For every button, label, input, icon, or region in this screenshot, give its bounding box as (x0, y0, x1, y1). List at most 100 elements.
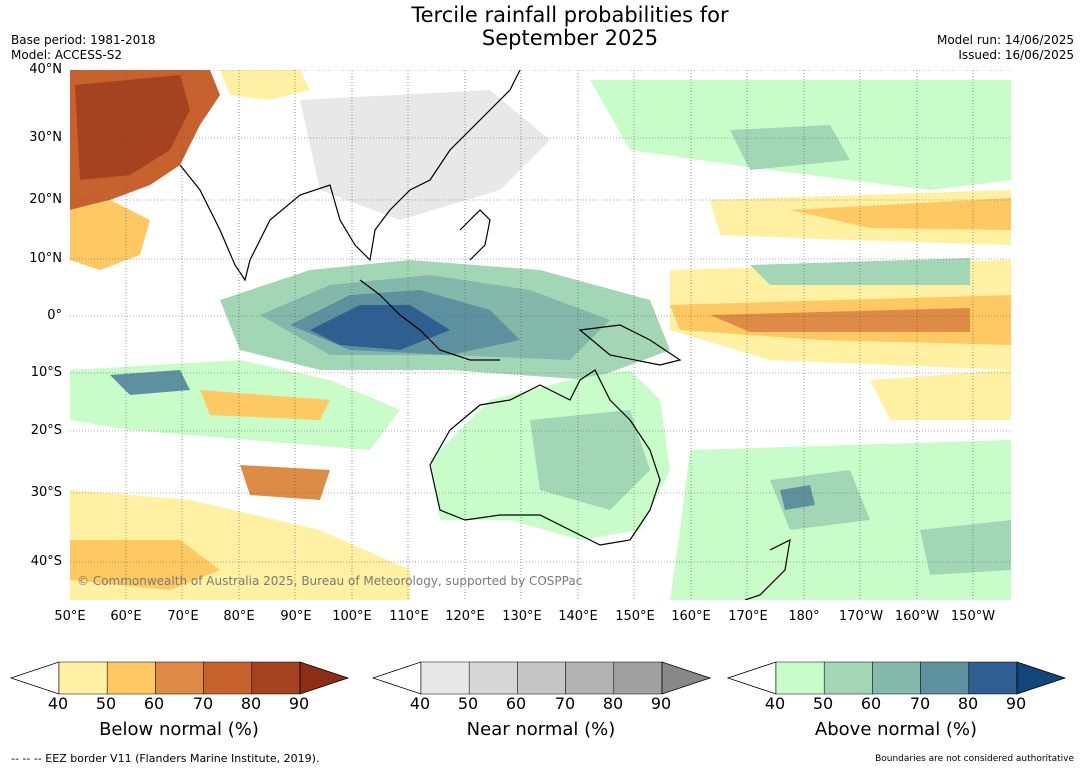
cbar-near-tick: 40 (409, 694, 431, 713)
cbar-near-tick: 70 (554, 694, 576, 713)
colorbar-below (9, 661, 350, 695)
colorbar-above (726, 661, 1067, 695)
map-title: Tercile rainfall probabilities for Septe… (411, 3, 729, 50)
colorbar-near-segment (613, 661, 663, 695)
cbar-above-tick: 60 (860, 694, 882, 713)
lat-label: 30°N (29, 130, 62, 145)
lat-label: 40°S (30, 554, 62, 569)
lon-label: 150°W (950, 609, 996, 624)
colorbar-near-under-triangle (371, 661, 422, 695)
colorbar-above-over-triangle (1016, 661, 1067, 695)
cbar-above-tick: 50 (812, 694, 834, 713)
cbar-above-tick: 40 (764, 694, 786, 713)
lon-label: 150°E (615, 609, 655, 624)
colorbar-above-segment (968, 661, 1018, 695)
boundaries-note: Boundaries are not considered authoritat… (875, 754, 1074, 764)
lon-label: 90°E (280, 609, 312, 624)
copyright-notice: © Commonwealth of Australia 2025, Bureau… (77, 574, 583, 588)
cbar-below-tick: 70 (192, 694, 214, 713)
cbar-below-tick: 80 (240, 694, 262, 713)
colorbar-near-segment (468, 661, 518, 695)
cbar-below-tick: 60 (143, 694, 165, 713)
lat-label: 0° (47, 308, 62, 323)
issued-label: Issued: 16/06/2025 (958, 48, 1074, 62)
colorbar-above-under-triangle (726, 661, 777, 695)
lon-label: 70°E (167, 609, 199, 624)
cbar-near-tick: 60 (505, 694, 527, 713)
above-normal-core-australia (530, 410, 650, 510)
cbar-below-tick: 50 (95, 694, 117, 713)
colorbar-near-segment (420, 661, 470, 695)
lon-label: 50°E (54, 609, 86, 624)
model-run-label: Model run: 14/06/2025 (936, 33, 1074, 47)
cbar-below-tick: 90 (288, 694, 310, 713)
below-normal-streak-south-indian (200, 390, 330, 420)
base-period-label: Base period: 1981-2018 (11, 33, 156, 47)
colorbars-legend (9, 661, 1067, 695)
colorbar-above-segment (823, 661, 873, 695)
cbar-below-title: Below normal (%) (99, 719, 259, 740)
cbar-above-tick: 70 (909, 694, 931, 713)
above-normal-patch-south-pacific (770, 470, 870, 530)
cbar-below-tick: 40 (47, 694, 69, 713)
coastline-philippines (459, 209, 491, 261)
lat-label: 30°S (30, 485, 62, 500)
coastline-sumatra-java (359, 279, 500, 361)
lat-label: 10°S (30, 365, 62, 380)
coastlines (179, 70, 791, 600)
lon-label: 60°E (110, 609, 142, 624)
colorbar-above-segment (920, 661, 970, 695)
lon-label: 130°E (502, 609, 542, 624)
below-normal-core-northwest (75, 75, 190, 180)
cbar-near-tick: 50 (457, 694, 479, 713)
colorbar-near-segment (517, 661, 566, 695)
below-normal-patch-south-pacific (870, 370, 1011, 420)
colorbar-below-segment (203, 661, 253, 695)
lon-label: 140°E (558, 609, 598, 624)
colorbar-below-segment (58, 661, 108, 695)
above-normal-core-south-pacific (780, 485, 815, 510)
metadata-left: Base period: 1981-2018 Model: ACCESS-S2 (11, 33, 156, 63)
below-normal-band-equatorial-strong (710, 308, 970, 332)
coastline-new-zealand (744, 538, 791, 600)
coastline-new-guinea (578, 324, 682, 366)
cbar-near-tick: 90 (650, 694, 672, 713)
cbar-above-tick: 90 (1005, 694, 1027, 713)
gridlines (70, 70, 1011, 600)
below-normal-core-southern-indian (70, 540, 220, 590)
lon-label: 170°E (728, 609, 768, 624)
colorbar-above-segment (775, 661, 825, 695)
colorbar-near (371, 661, 712, 695)
lon-label: 160°W (894, 609, 940, 624)
cbar-above-title: Above normal (%) (814, 719, 978, 740)
cbar-near-tick: 80 (602, 694, 624, 713)
lon-label: 170°W (838, 609, 884, 624)
colorbar-above-segment (872, 661, 921, 695)
lon-label: 160°E (671, 609, 711, 624)
model-label: Model: ACCESS-S2 (11, 48, 123, 62)
colorbar-near-over-triangle (661, 661, 712, 695)
above-normal-patch-far-south-pacific (920, 520, 1011, 575)
lat-label: 20°N (29, 192, 62, 207)
above-normal-streak-south-indian (110, 370, 190, 395)
colorbar-near-segment (565, 661, 615, 695)
colorbar-below-segment (251, 661, 301, 695)
colorbar-below-segment (106, 661, 156, 695)
probability-shading (70, 70, 1011, 600)
lat-label: 40°N (29, 62, 62, 77)
lat-label: 20°S (30, 423, 62, 438)
lon-label: 110°E (389, 609, 429, 624)
colorbar-below-over-triangle (299, 661, 350, 695)
lon-label: 80°E (223, 609, 255, 624)
rainfall-probability-map (70, 70, 1011, 600)
coastline-south-asia (179, 70, 521, 282)
above-normal-patch-north-pacific (730, 125, 850, 170)
below-normal-region-arabian (70, 200, 150, 270)
cbar-above-tick: 80 (957, 694, 979, 713)
below-normal-patch-southern-indian (240, 465, 330, 500)
below-normal-core-north-pacific (790, 198, 1011, 230)
lon-label: 180° (788, 609, 820, 624)
lon-label: 120°E (445, 609, 485, 624)
lon-label: 100°E (332, 609, 372, 624)
metadata-right: Model run: 14/06/2025 Issued: 16/06/2025 (937, 33, 1074, 63)
